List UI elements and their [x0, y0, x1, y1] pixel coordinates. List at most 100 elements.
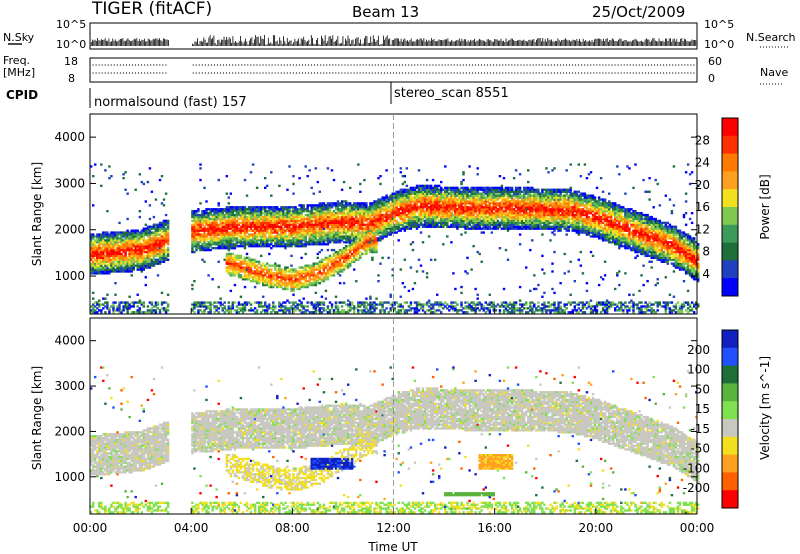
- power-cell: [144, 231, 148, 234]
- nave-sample: [520, 72, 522, 74]
- freq-sample: [277, 64, 279, 66]
- power-cell: [120, 266, 123, 269]
- nave-sample: [632, 72, 634, 74]
- power-cell: [251, 217, 255, 221]
- power-cell: [205, 200, 208, 203]
- power-cell: [300, 233, 303, 236]
- power-cell: [235, 254, 239, 258]
- power-cell: [310, 311, 313, 314]
- power-cell: [251, 309, 255, 312]
- power-cell: [118, 307, 121, 310]
- power-cell: [160, 307, 164, 310]
- nave-sample: [490, 72, 492, 74]
- power-cell: [132, 258, 135, 261]
- power-cell: [114, 241, 117, 244]
- nave-sample: [92, 72, 94, 74]
- power-cell: [223, 258, 226, 261]
- power-cell: [227, 262, 231, 265]
- power-cell: [239, 254, 243, 258]
- power-cell: [336, 229, 340, 232]
- power-cell: [237, 223, 241, 226]
- power-cell: [134, 247, 137, 250]
- power-cell: [249, 243, 253, 246]
- power-cell: [239, 268, 243, 271]
- power-cell: [229, 274, 233, 277]
- power-cell: [205, 248, 208, 252]
- power-cell: [225, 256, 229, 260]
- power-cell: [166, 309, 170, 312]
- power-cell: [112, 233, 115, 236]
- nave-sample: [647, 72, 650, 74]
- power-cell: [108, 252, 111, 256]
- power-cell: [266, 225, 269, 228]
- power-cell: [227, 305, 231, 308]
- power-cell: [96, 237, 99, 240]
- power-cell: [90, 233, 93, 236]
- power-cell: [229, 262, 233, 265]
- power-cell: [142, 237, 146, 240]
- power-cell: [300, 212, 303, 215]
- power-cell: [203, 241, 206, 244]
- power-cell: [108, 262, 111, 265]
- power-cell: [92, 241, 95, 244]
- power-cell: [310, 208, 313, 211]
- power-cell: [209, 248, 212, 252]
- power-cell: [96, 247, 99, 250]
- power-cell: [112, 311, 115, 314]
- power-cell: [132, 250, 135, 254]
- power-cell: [90, 305, 93, 308]
- power-cell: [349, 309, 352, 312]
- power-cell: [102, 268, 105, 271]
- power-cell: [361, 204, 364, 207]
- power-cell: [213, 208, 216, 211]
- nave-sample: [383, 72, 385, 74]
- power-cell: [207, 301, 210, 304]
- power-cell: [104, 297, 107, 300]
- power-cell: [318, 260, 322, 263]
- power-cell: [140, 245, 144, 248]
- power-cell: [221, 219, 224, 223]
- power-cell: [154, 245, 158, 248]
- power-cell: [227, 196, 231, 199]
- nave-sample: [480, 72, 483, 74]
- power-cell: [118, 258, 121, 261]
- power-cell: [100, 266, 103, 269]
- power-cell: [371, 229, 374, 232]
- power-cell: [98, 254, 101, 258]
- power-cell: [257, 227, 261, 230]
- power-cell: [120, 254, 123, 258]
- power-cell: [213, 311, 216, 314]
- power-cell: [191, 215, 194, 219]
- freq-sample: [317, 64, 319, 66]
- power-cell: [120, 264, 123, 267]
- power-cell: [134, 252, 137, 256]
- power-cell: [92, 245, 95, 248]
- power-cell: [128, 295, 131, 298]
- power-cell: [130, 305, 133, 308]
- freq-sample: [465, 64, 467, 66]
- power-cell: [207, 305, 210, 308]
- nave-sample: [241, 72, 243, 74]
- power-cell: [221, 307, 224, 310]
- freq-sample: [335, 64, 337, 66]
- power-cell: [142, 266, 146, 269]
- power-cell: [221, 223, 224, 226]
- power-cell: [130, 268, 133, 271]
- power-cell: [235, 213, 239, 217]
- power-cell: [221, 215, 224, 219]
- power-cell: [195, 248, 198, 252]
- power-cell: [253, 221, 257, 225]
- freq-sample: [329, 64, 331, 66]
- power-cell: [144, 223, 148, 226]
- power-cell: [136, 241, 139, 244]
- power-cell: [140, 254, 144, 258]
- power-cell: [90, 311, 93, 314]
- power-cell: [266, 309, 269, 312]
- power-cell: [215, 221, 218, 225]
- power-cell: [330, 303, 334, 306]
- power-cell: [126, 305, 129, 308]
- power-cell: [193, 235, 196, 238]
- power-cell: [140, 229, 144, 232]
- power-cell: [255, 274, 259, 277]
- power-cell: [264, 280, 267, 283]
